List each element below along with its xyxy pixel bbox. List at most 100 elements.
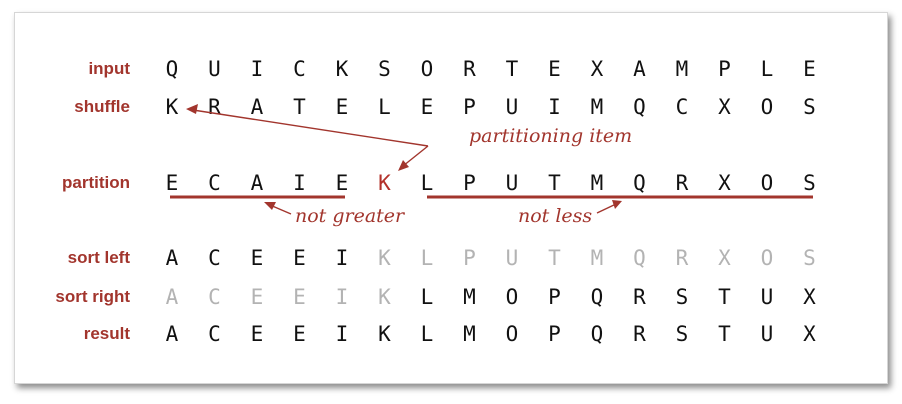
letter-cell: A [165,246,179,270]
shuffle-pointer-line [192,109,429,147]
letter-cell: X [803,285,816,309]
letter-cell: U [760,322,774,346]
letter-cell: O [760,171,774,195]
letter-cell: E [548,57,561,81]
letter-cell: P [463,246,476,270]
not-greater-note: not greater [295,205,405,227]
letter-cell: C [675,95,689,119]
letter-cell: S [378,57,391,81]
row-label-sort-left: sort left [67,248,130,267]
letter-cell: O [505,285,519,309]
letter-cell: K [335,57,349,81]
letter-cell: L [760,57,774,81]
letter-cell: K [378,285,391,309]
letter-cell: C [293,57,306,81]
letter-cell: A [165,322,179,346]
letter-cell: L [420,322,434,346]
letter-cell: E [420,95,434,119]
letter-cell: I [250,57,264,81]
letter-cell: S [803,171,816,195]
letter-cell: P [548,285,561,309]
letter-cell: R [633,322,646,346]
letter-cell: Q [165,57,179,81]
letter-cell: U [505,246,519,270]
letter-cell: K [378,171,391,195]
letter-cell: M [675,57,689,81]
letter-cell: X [718,171,731,195]
letter-cell: C [208,171,221,195]
letter-cell: L [420,171,434,195]
letter-cell: L [420,246,434,270]
letter-cell: Q [590,285,604,309]
letter-cell: R [633,285,646,309]
letter-cell: I [335,246,349,270]
row-label-result: result [83,324,130,343]
letter-cell: M [463,285,476,309]
letter-cell: P [718,57,731,81]
letter-cell: O [505,322,519,346]
letter-cell: A [165,285,179,309]
letter-cell: E [293,285,306,309]
letter-cell: T [718,285,731,309]
letter-cell: S [675,322,689,346]
letter-cell: L [378,95,391,119]
row-label-shuffle: shuffle [74,97,130,116]
letter-cell: U [208,57,221,81]
row-label-partition: partition [62,173,130,192]
letter-cell: E [250,246,264,270]
shuffle-pointer-arrowhead [186,104,198,114]
letter-cell: T [293,95,306,119]
letter-cell: M [590,246,604,270]
letter-cell: T [505,57,519,81]
letter-cell: L [420,285,434,309]
letter-cell: C [208,246,221,270]
letter-cell: U [505,171,519,195]
letter-cell: S [675,285,689,309]
row-label-sort-right: sort right [55,287,130,306]
letter-cell: X [718,95,731,119]
letter-cell: X [718,246,731,270]
not-less-arrow-line [596,203,617,214]
letter-cell: E [250,322,264,346]
letter-cell: S [803,246,816,270]
letter-cell: E [250,285,264,309]
letter-cell: O [760,95,774,119]
letter-cell: U [760,285,774,309]
letter-cell: A [250,95,264,119]
letter-cell: P [548,322,561,346]
letter-cell: C [208,322,221,346]
not-less-arrowhead [612,200,622,209]
letter-cell: Q [633,95,646,119]
letter-cell: M [590,171,604,195]
letter-cell: R [675,171,689,195]
partition-pointer-arrowhead [398,160,409,171]
letter-cell: E [803,57,816,81]
letter-cell: Q [633,171,646,195]
letter-cell: P [463,95,476,119]
row-label-input: input [88,59,130,78]
letter-cell: I [335,322,349,346]
letter-cell: R [675,246,689,270]
letter-cell: A [250,171,264,195]
letter-cell: T [718,322,731,346]
letter-cell: M [590,95,604,119]
letter-cell: Q [590,322,604,346]
letter-cell: E [293,322,306,346]
not-greater-arrowhead [264,202,276,210]
letter-cell: A [633,57,646,81]
letter-cell: X [590,57,604,81]
letter-cell: U [505,95,519,119]
letter-cell: P [463,171,476,195]
letter-cell: C [208,285,221,309]
letter-cell: E [293,246,306,270]
letter-cell: X [803,322,816,346]
letter-cell: M [463,322,476,346]
partition-pointer-line [402,145,429,167]
letter-cell: E [335,95,349,119]
letter-cell: O [420,57,434,81]
letter-cell: O [760,246,774,270]
letter-cell: E [165,171,179,195]
letter-cell: I [335,285,349,309]
letter-cell: K [378,322,391,346]
